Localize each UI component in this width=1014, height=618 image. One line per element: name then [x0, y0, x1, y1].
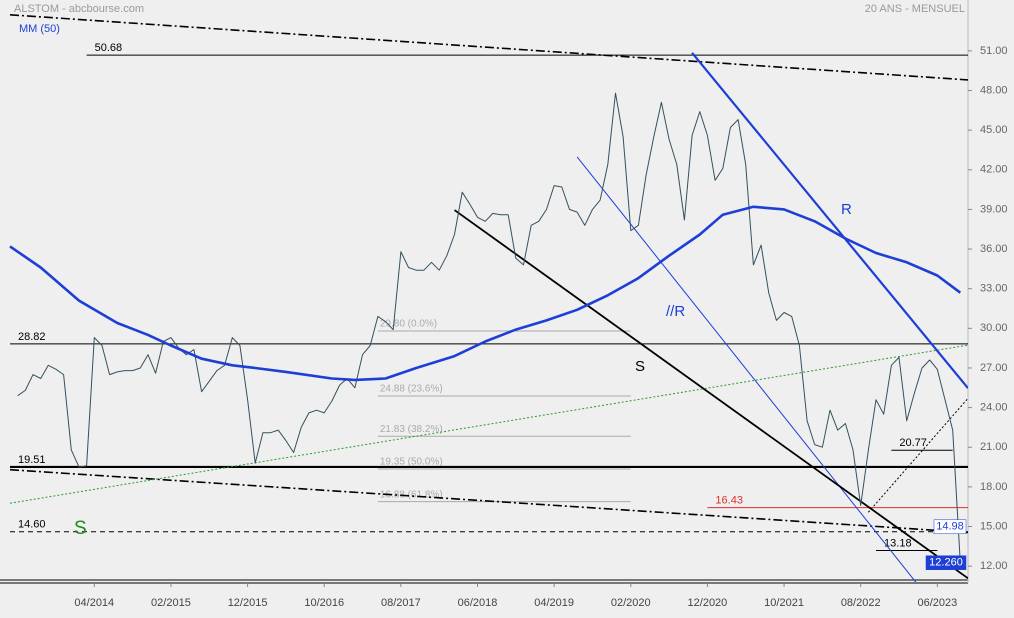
y-tick-label: 27.00 [980, 362, 1008, 374]
fib-label: 16.88 (61.8%) [380, 489, 443, 500]
y-tick-label: 15.00 [980, 520, 1008, 532]
y-tick-label: 18.00 [980, 481, 1008, 493]
trendline [867, 398, 968, 513]
trendline [691, 52, 968, 389]
annotation: //R [666, 303, 685, 320]
y-tick-label: 48.00 [980, 84, 1008, 96]
y-tick-label: 42.00 [980, 164, 1008, 176]
fib-label: 21.83 (38.2%) [380, 424, 443, 435]
y-tick-label: 24.00 [980, 402, 1008, 414]
price-tag-label: 14.98 [936, 521, 964, 533]
x-tick-label: 08/2022 [841, 597, 881, 609]
level-label: 50.68 [95, 42, 123, 54]
series-line [17, 92, 961, 563]
y-tick-label: 39.00 [980, 203, 1008, 215]
y-tick-label: 12.00 [980, 560, 1008, 572]
y-tick-label: 30.00 [980, 322, 1008, 334]
level-label: 28.82 [18, 331, 46, 343]
y-tick-label: 36.00 [980, 243, 1008, 255]
chart-subtitle: 20 ANS - MENSUEL [865, 3, 965, 15]
level-label: 16.43 [715, 495, 743, 507]
annotation: S [635, 358, 645, 375]
level-label: 13.18 [884, 537, 912, 549]
plot-area: 29.80 (0.0%) 24.88 (23.6%) 21.83 (38.2%) 19… [9, 13, 968, 582]
x-tick-label: 06/2018 [458, 597, 498, 609]
x-tick-label: 06/2023 [917, 597, 957, 609]
trendline [9, 344, 968, 504]
x-tick-label: 10/2021 [764, 597, 804, 609]
x-tick-label: 12/2015 [228, 597, 268, 609]
level-label: 14.60 [18, 519, 46, 531]
fib-label: 24.88 (23.6%) [380, 384, 443, 395]
series-line [9, 205, 962, 382]
annotation: R [841, 201, 852, 218]
fib-label: 29.80 (0.0%) [380, 319, 437, 330]
x-tick-label: 04/2014 [74, 597, 114, 609]
chart-title: ALSTOM - abcbourse.com [14, 3, 144, 15]
x-tick-label: 04/2019 [534, 597, 574, 609]
fib-label: 19.35 (50.0%) [380, 457, 443, 468]
x-tick-label: 12/2020 [688, 597, 728, 609]
price-tag-label: 12.260 [929, 557, 963, 569]
level-label: 19.51 [18, 454, 46, 466]
annotation: S [74, 518, 87, 539]
price-tag [933, 519, 967, 535]
legend-entry: MM (50) [19, 23, 60, 35]
x-tick-label: 08/2017 [381, 597, 421, 609]
level-label: 20.77 [899, 437, 927, 449]
x-tick-label: 02/2015 [151, 597, 191, 609]
y-tick-label: 21.00 [980, 441, 1008, 453]
y-tick-label: 45.00 [980, 124, 1008, 136]
trendline [9, 13, 968, 81]
price-tag [925, 555, 967, 570]
trendline [576, 156, 917, 582]
x-tick-label: 10/2016 [304, 597, 344, 609]
trendline [9, 468, 968, 534]
trendline [453, 209, 968, 580]
y-tick-label: 33.00 [980, 283, 1008, 295]
x-tick-label: 02/2020 [611, 597, 651, 609]
y-tick-label: 51.00 [980, 45, 1008, 57]
